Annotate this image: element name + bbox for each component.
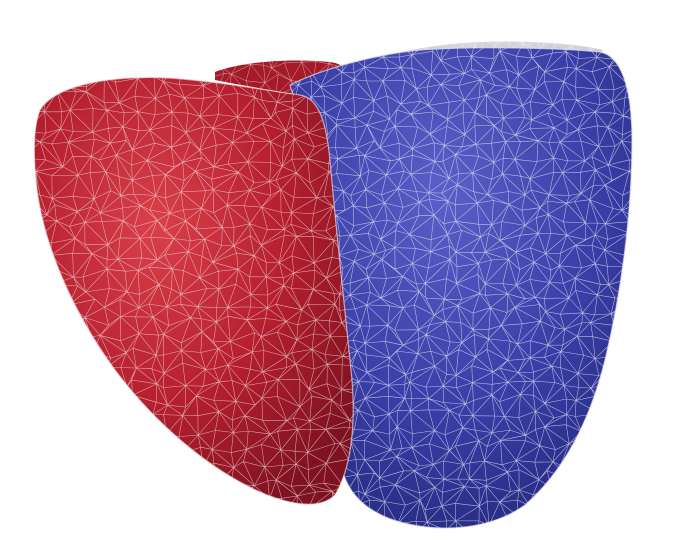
wireframe-lines	[215, 60, 347, 95]
left-chamber-surface	[33, 76, 354, 505]
